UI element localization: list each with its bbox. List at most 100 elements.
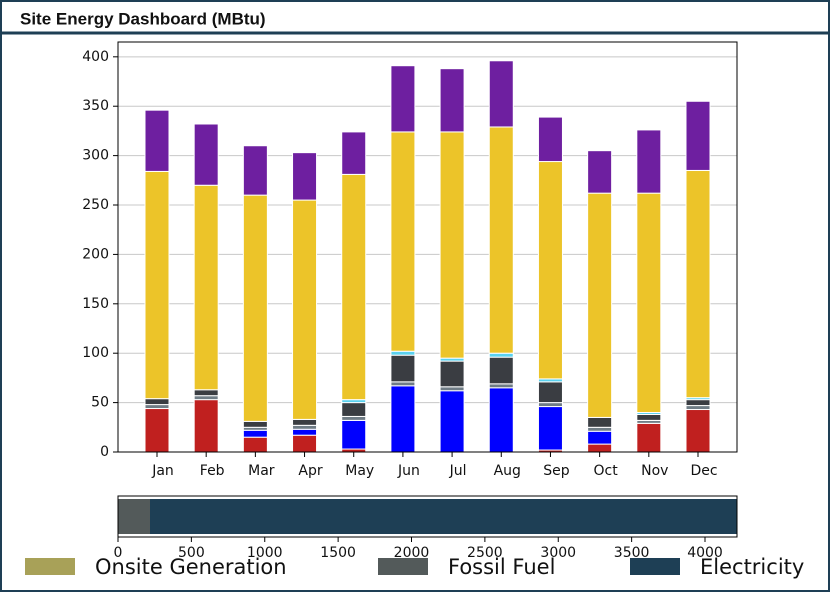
bar-segment [390, 354, 416, 383]
x-tick-label: Mar [248, 463, 275, 479]
bar-segment [144, 408, 170, 453]
bar-segment [488, 387, 514, 453]
bar-segment [390, 350, 416, 356]
y-tick-label: 50 [91, 395, 109, 411]
bar-segment [193, 395, 219, 401]
y-tick-label: 350 [82, 98, 109, 114]
bar-segment [144, 109, 170, 172]
bar-segment [587, 192, 613, 418]
x-tick-label: Oct [594, 463, 619, 479]
bar-segment [341, 402, 367, 417]
bar-segment [636, 422, 662, 453]
x-tick-label: May [345, 463, 374, 479]
bar-segment [242, 420, 268, 428]
x-tick-label: Nov [641, 463, 668, 479]
legend-label: Onsite Generation [95, 555, 287, 579]
bar-segment [390, 381, 416, 387]
bar-segment [587, 416, 613, 428]
bar-segment [488, 126, 514, 354]
bar-segment [144, 170, 170, 400]
x-tick-label: 3000 [540, 545, 576, 561]
bar-segment [537, 381, 563, 404]
legend-swatch [378, 558, 428, 575]
bar-segment [292, 152, 318, 201]
x-tick-label: 1000 [247, 545, 283, 561]
bar-segment [587, 150, 613, 194]
bar-segment [118, 499, 150, 534]
bar-segment [193, 123, 219, 186]
bar-segment [149, 499, 737, 534]
bar-segment [390, 65, 416, 133]
legend-label: Electricity [700, 555, 804, 579]
bar-segment [685, 399, 711, 407]
bar-segment [587, 426, 613, 432]
bar-segment [144, 404, 170, 410]
bar-segment [292, 199, 318, 420]
bar-segment [292, 434, 318, 453]
y-tick-label: 250 [82, 197, 109, 213]
bar-segment [636, 413, 662, 421]
bar-segment [439, 131, 465, 359]
bar-segment [685, 409, 711, 453]
bar-segment [144, 398, 170, 406]
bar-segment [341, 131, 367, 175]
x-tick-label: Jul [449, 463, 467, 479]
bar-segment [488, 352, 514, 358]
x-tick-label: 500 [178, 545, 205, 561]
bar-segment [636, 192, 662, 413]
x-tick-label: Jan [151, 463, 174, 479]
y-tick-label: 100 [82, 345, 109, 361]
bar-segment [488, 383, 514, 389]
y-tick-label: 300 [82, 148, 109, 164]
plot-frame [117, 41, 738, 453]
y-tick-label: 0 [100, 444, 109, 460]
bar-segment [292, 418, 318, 426]
legend-swatch [25, 558, 75, 575]
bar-segment [439, 390, 465, 453]
bar-segment [341, 415, 367, 421]
bar-segment [242, 436, 268, 453]
bar-segment [242, 429, 268, 438]
x-tick-label: 2000 [394, 545, 430, 561]
x-tick-label: 2500 [467, 545, 503, 561]
bar-segment [587, 430, 613, 445]
y-tick-label: 400 [82, 49, 109, 65]
bar-segment [193, 399, 219, 453]
bar-segment [636, 129, 662, 194]
bar-segment [439, 360, 465, 388]
x-tick-label: Aug [494, 463, 521, 479]
legend-swatch [630, 558, 680, 575]
x-tick-label: 1500 [320, 545, 356, 561]
bar-segment [685, 100, 711, 171]
bar-segment [488, 356, 514, 385]
bar-segment [193, 389, 219, 397]
bar-segment [242, 194, 268, 422]
bar-segment [390, 131, 416, 352]
x-tick-label: 3500 [614, 545, 650, 561]
bar-segment [537, 402, 563, 408]
x-tick-label: Dec [690, 463, 717, 479]
bar-segment [439, 68, 465, 133]
x-tick-label: 4000 [687, 545, 723, 561]
x-tick-label: Sep [543, 463, 570, 479]
legend-label: Fossil Fuel [448, 555, 555, 579]
dashboard-title: Site Energy Dashboard (MBtu) [20, 9, 266, 28]
x-tick-label: Apr [298, 463, 322, 479]
bar-segment [292, 424, 318, 430]
y-tick-label: 150 [82, 296, 109, 312]
bar-segment [488, 60, 514, 128]
x-tick-label: 0 [114, 545, 123, 561]
bar-segment [587, 443, 613, 453]
bar-segment [537, 406, 563, 451]
bar-segment [242, 145, 268, 196]
bar-segment [537, 161, 563, 380]
x-tick-label: Jun [397, 463, 420, 479]
bar-segment [390, 385, 416, 453]
bar-segment [439, 386, 465, 392]
bar-segment [537, 116, 563, 163]
bar-segment [193, 184, 219, 391]
bar-segment [341, 419, 367, 450]
bar-segment [341, 173, 367, 401]
bar-segment [685, 169, 711, 399]
